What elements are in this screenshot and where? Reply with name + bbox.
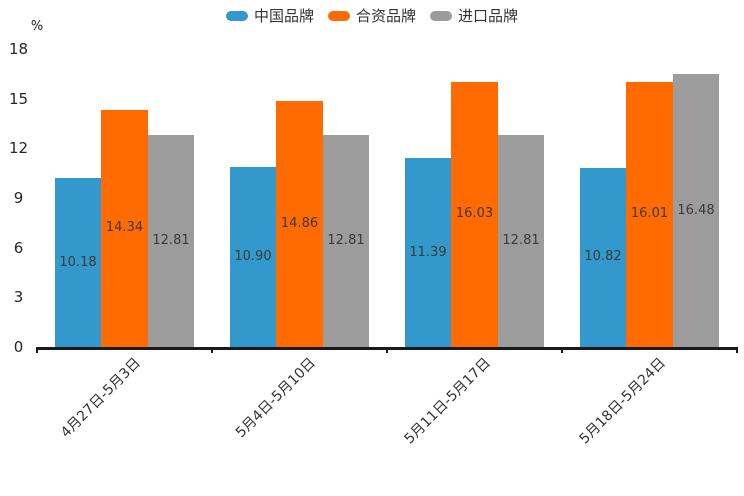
bar-中国品牌-3[interactable] <box>404 158 452 347</box>
bar-value-label: 16.03 <box>455 206 494 222</box>
bar-合资品牌-4[interactable] <box>626 81 673 347</box>
bar-value-label: 14.86 <box>280 215 319 231</box>
x-axis-tick <box>561 347 563 353</box>
legend-item-中国品牌[interactable]: 中国品牌 <box>225 6 314 26</box>
legend-label: 进口品牌 <box>458 7 519 25</box>
bar-中国品牌-1[interactable] <box>54 178 102 347</box>
legend-swatch <box>430 11 452 21</box>
bar-value-label: 16.48 <box>677 202 715 218</box>
x-axis-label: 5月4日-5月10日 <box>232 355 319 441</box>
x-axis-tick <box>386 347 388 353</box>
x-axis-label: 5月18日-5月24日 <box>576 355 669 448</box>
bar-value-label: 10.90 <box>234 248 272 264</box>
bar-value-label: 14.34 <box>105 220 144 236</box>
legend-swatch <box>225 11 248 21</box>
bar-合资品牌-3[interactable] <box>451 81 498 347</box>
x-axis-tick <box>736 347 738 353</box>
bar-合资品牌-1[interactable] <box>101 109 148 347</box>
y-axis-unit-label: % <box>30 19 44 34</box>
bar-value-label: 11.39 <box>409 244 447 260</box>
y-tick-label: 15 <box>8 89 29 108</box>
legend-label: 合资品牌 <box>355 7 416 25</box>
bar-中国品牌-4[interactable] <box>579 167 627 347</box>
y-tick-label: 3 <box>13 288 24 307</box>
bar-合资品牌-2[interactable] <box>276 100 323 347</box>
x-axis-label: 5月11日-5月17日 <box>401 355 494 448</box>
y-tick-label: 6 <box>13 238 24 257</box>
bar-value-label: 12.81 <box>152 232 190 248</box>
legend-item-合资品牌[interactable]: 合资品牌 <box>327 6 416 26</box>
y-tick-label: 0 <box>13 338 24 356</box>
y-tick-label: 12 <box>8 139 29 158</box>
x-axis-tick <box>211 347 213 353</box>
bar-进口品牌-1[interactable] <box>147 134 195 347</box>
bar-value-label: 10.18 <box>59 254 97 270</box>
bar-中国品牌-2[interactable] <box>229 166 277 347</box>
bar-进口品牌-4[interactable] <box>672 74 720 347</box>
legend-swatch <box>327 11 350 21</box>
bar-进口品牌-2[interactable] <box>322 134 370 347</box>
x-axis-label: 4月27日-5月3日 <box>57 355 144 441</box>
y-tick-label: 18 <box>8 40 29 58</box>
y-tick-label: 9 <box>13 189 24 207</box>
legend: 中国品牌 合资品牌 进口品牌 <box>0 6 744 26</box>
bar-进口品牌-3[interactable] <box>497 134 545 347</box>
bar-value-label: 10.82 <box>584 249 622 265</box>
bar-value-label: 16.01 <box>630 206 669 222</box>
bar-value-label: 12.81 <box>502 232 540 248</box>
legend-item-进口品牌[interactable]: 进口品牌 <box>430 6 518 26</box>
x-axis-tick <box>36 347 38 353</box>
bar-value-label: 12.81 <box>327 232 365 248</box>
legend-label: 中国品牌 <box>253 7 314 25</box>
